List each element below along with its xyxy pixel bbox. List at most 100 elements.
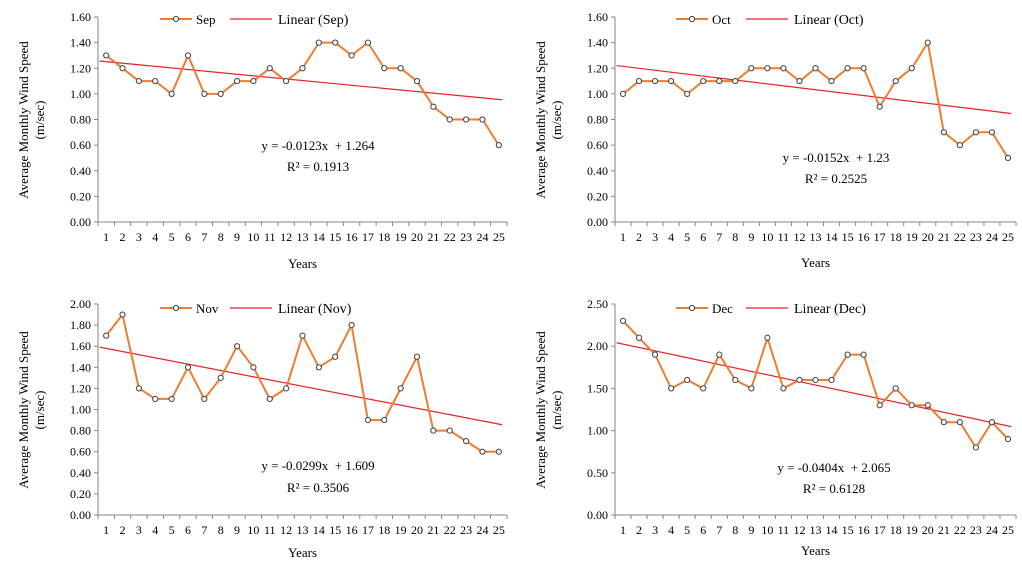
- data-point: [860, 351, 867, 358]
- x-tick-label: 14: [313, 230, 325, 244]
- legend-series-label: Dec: [712, 301, 733, 316]
- data-point: [446, 116, 453, 123]
- y-axis-label: Average Monthly Wind Speed (m/sec): [533, 331, 564, 489]
- data-point: [364, 39, 372, 46]
- x-tick-label: 24: [476, 230, 488, 244]
- data-point: [348, 52, 355, 59]
- x-tick-label: 4: [152, 523, 158, 537]
- x-tick-label: 3: [652, 230, 658, 244]
- y-tick-label: 0.40: [70, 466, 91, 480]
- x-tick-label: 18: [890, 523, 902, 537]
- x-tick-label: 18: [378, 230, 390, 244]
- x-tick-label: 17: [362, 523, 374, 537]
- y-axis-label-line1: Average Monthly Wind Speed: [16, 331, 31, 489]
- x-tick-label: 13: [810, 523, 822, 537]
- x-tick-label: 23: [970, 230, 982, 244]
- x-tick-label: 6: [700, 523, 706, 537]
- data-point: [988, 419, 996, 426]
- x-tick-label: 18: [378, 523, 390, 537]
- data-point: [217, 374, 224, 381]
- y-axis-label-line1: Average Monthly Wind Speed: [533, 41, 548, 199]
- data-point: [332, 353, 339, 360]
- x-tick-label: 19: [395, 230, 407, 244]
- data-point: [266, 395, 273, 403]
- x-tick-label: 23: [460, 230, 472, 244]
- data-point: [940, 129, 947, 136]
- x-tick-label: 25: [493, 523, 505, 537]
- data-point: [315, 39, 322, 46]
- data-point: [780, 65, 787, 72]
- y-axis-label-line2: (m/sec): [549, 391, 564, 430]
- data-point: [812, 65, 819, 72]
- data-point: [619, 90, 627, 97]
- chart-oct: 0.000.200.400.600.801.001.201.401.601 2 3 4…: [533, 10, 1017, 270]
- y-tick-label: 1.50: [587, 381, 608, 395]
- trend-r2: R² = 0.6128: [803, 481, 865, 496]
- x-tick-label: 10: [247, 230, 259, 244]
- trend-equation: y = -0.0123x + 1.264: [261, 138, 375, 153]
- y-tick-label: 1.80: [70, 318, 91, 332]
- x-tick-label: 15: [329, 523, 341, 537]
- data-point: [892, 385, 899, 392]
- x-tick-label: 13: [297, 230, 309, 244]
- data-point: [700, 77, 707, 85]
- y-tick-label: 0.80: [70, 424, 91, 438]
- data-point: [764, 334, 771, 341]
- data-point: [135, 77, 142, 85]
- y-tick-label: 2.00: [587, 339, 608, 353]
- x-tick-label: 20: [411, 230, 423, 244]
- y-tick-label: 2.50: [587, 297, 608, 311]
- y-tick-label: 0.80: [70, 113, 91, 127]
- x-tick-label: 25: [493, 230, 505, 244]
- x-tick-label: 2: [120, 523, 126, 537]
- data-point: [463, 438, 470, 445]
- x-tick-label: 9: [748, 230, 754, 244]
- data-point: [828, 77, 835, 85]
- data-point: [479, 116, 486, 123]
- data-point: [152, 395, 159, 403]
- x-tick-label: 7: [201, 523, 207, 537]
- x-tick-label: 21: [938, 230, 950, 244]
- y-axis-label: Average Monthly Wind Speed (m/sec): [16, 331, 47, 489]
- x-tick-label: 17: [874, 230, 886, 244]
- legend-series-label: Sep: [196, 12, 216, 27]
- y-tick-label: 1.40: [70, 36, 91, 50]
- y-tick-label: 0.00: [587, 508, 608, 522]
- data-point: [168, 395, 175, 403]
- data-point: [233, 77, 241, 85]
- trend-r2: R² = 0.1913: [287, 159, 349, 174]
- data-point: [430, 103, 437, 110]
- data-point: [250, 364, 257, 371]
- trend-equation: y = -0.0404x + 2.065: [777, 460, 890, 475]
- x-tick-label: 22: [444, 230, 456, 244]
- data-point: [152, 77, 159, 85]
- trendline: [99, 346, 503, 426]
- data-point: [413, 77, 421, 85]
- y-tick-label: 1.00: [587, 424, 608, 438]
- x-tick-label: 14: [313, 523, 325, 537]
- x-tick-label: 5: [169, 523, 175, 537]
- chart-sep: 0.000.200.400.600.801.001.201.401.601 2 3 4…: [16, 10, 508, 271]
- x-tick-label: 22: [444, 523, 456, 537]
- y-tick-label: 1.60: [587, 10, 608, 24]
- x-tick-label: 12: [280, 523, 292, 537]
- y-tick-label: 1.60: [70, 339, 91, 353]
- legend-series-label: Nov: [196, 301, 219, 316]
- data-point: [495, 448, 502, 455]
- data-point: [168, 90, 175, 97]
- data-point: [828, 376, 835, 384]
- data-point: [924, 39, 931, 46]
- data-point: [463, 116, 470, 123]
- legend-trend-label: Linear (Nov): [278, 302, 352, 317]
- data-point: [972, 129, 980, 136]
- x-tick-label: 24: [986, 230, 998, 244]
- legend-trend-label: Linear (Dec): [794, 302, 866, 317]
- x-tick-label: 16: [858, 523, 870, 537]
- y-tick-label: 1.00: [587, 87, 608, 101]
- data-point: [956, 419, 963, 426]
- x-tick-label: 10: [247, 523, 259, 537]
- data-point: [908, 402, 915, 409]
- data-point: [988, 129, 996, 136]
- x-tick-label: 5: [684, 230, 690, 244]
- x-tick-label: 12: [793, 230, 805, 244]
